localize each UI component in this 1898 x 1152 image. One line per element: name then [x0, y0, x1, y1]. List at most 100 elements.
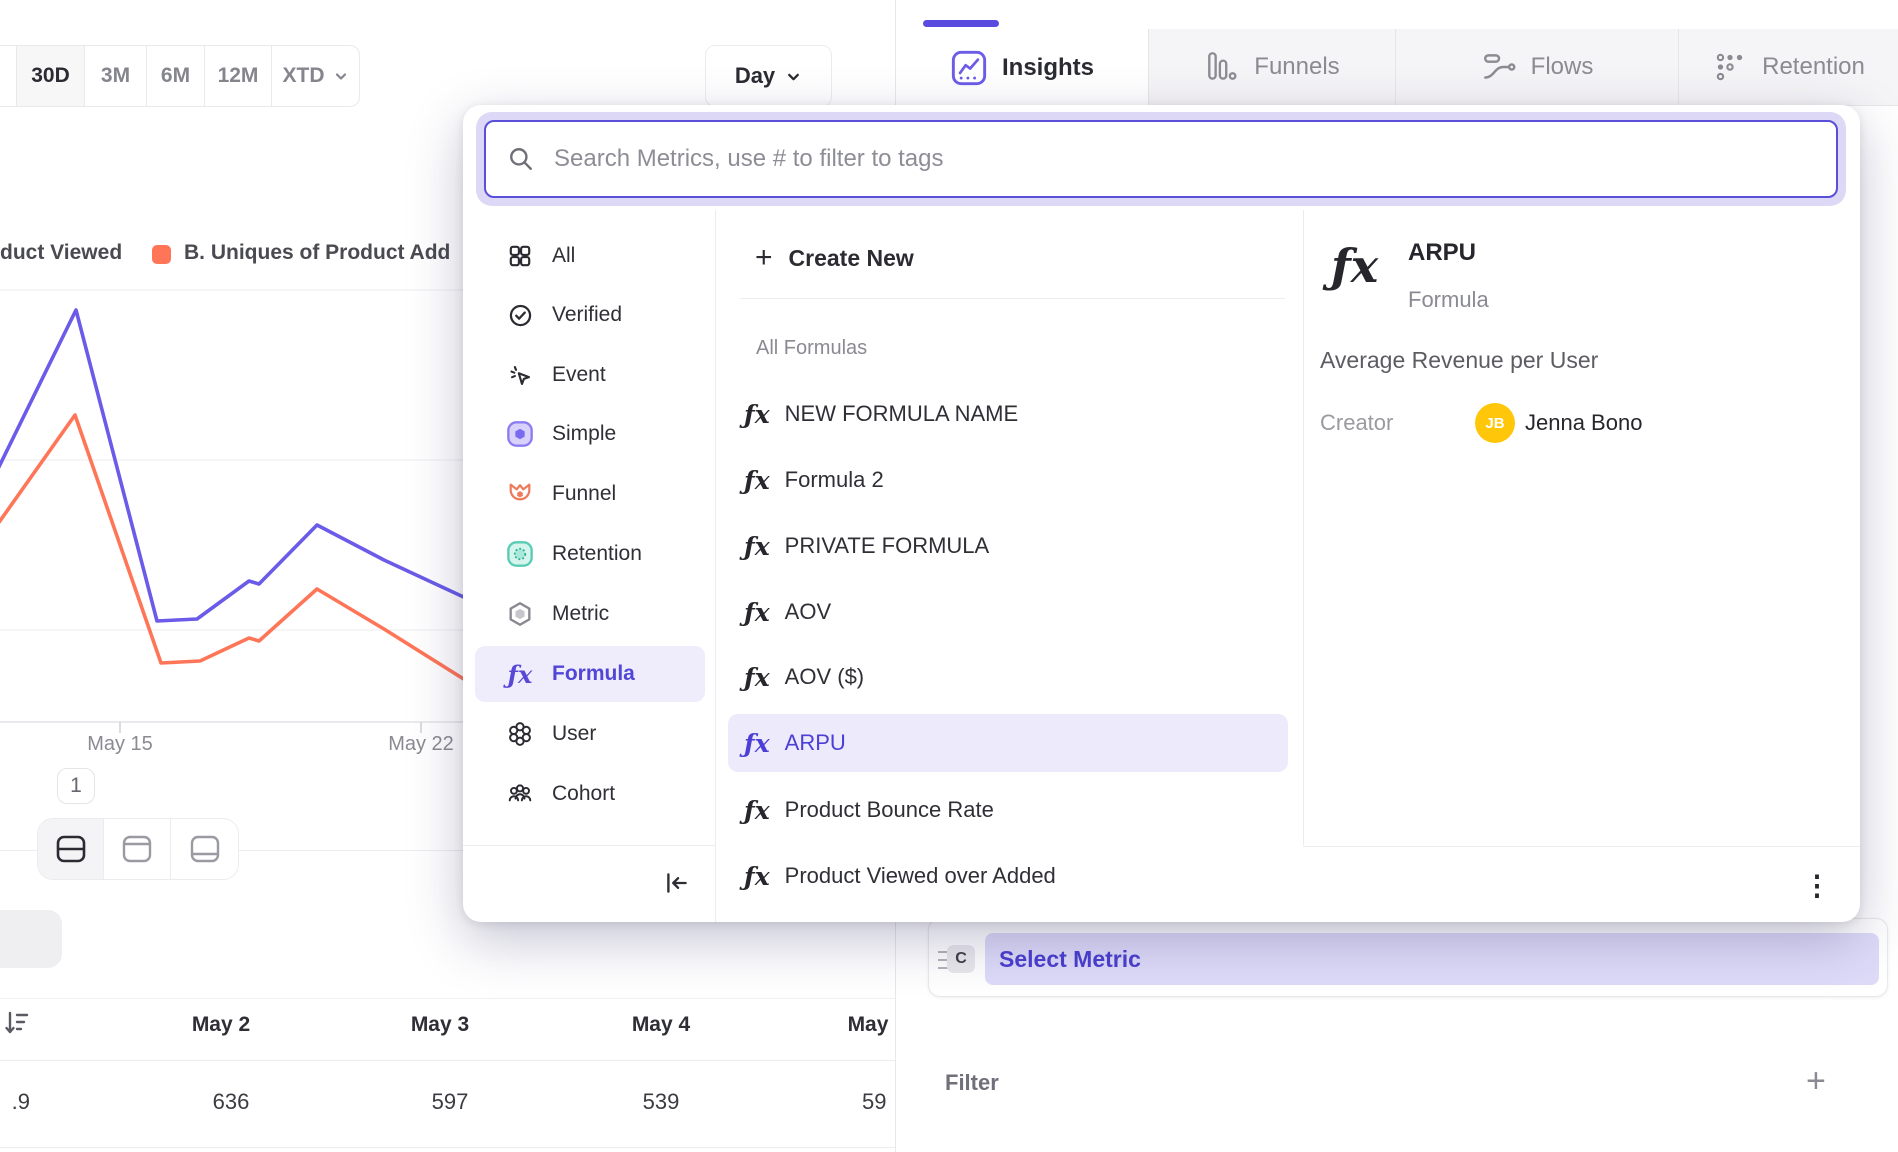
- retention-icon: [1716, 53, 1743, 81]
- formula-fx-icon: ƒx: [744, 662, 770, 692]
- table-cell: 597: [431, 1089, 469, 1114]
- series-line-purple[interactable]: [0, 308, 472, 623]
- formula-fx-icon: ƒx: [744, 861, 770, 891]
- active-nav-indicator: [923, 20, 999, 27]
- detail-type-label: Formula: [1408, 287, 1489, 312]
- sidebar-item-label: Simple: [552, 422, 617, 445]
- search-icon: [510, 148, 532, 170]
- x-tick-label: May 22: [388, 733, 454, 755]
- layout-split-rows-button[interactable]: [38, 819, 103, 879]
- formula-list-item[interactable]: ƒx AOV: [728, 583, 1288, 641]
- sidebar-item-formula[interactable]: ƒx Formula: [475, 646, 705, 702]
- sort-icon[interactable]: [4, 1008, 30, 1038]
- list-divider: [1303, 210, 1304, 845]
- sidebar-item-label: Funnel: [552, 482, 617, 505]
- sidebar-item-label: Retention: [552, 542, 642, 565]
- more-options-button[interactable]: ⋮: [1799, 865, 1835, 905]
- tab-funnels[interactable]: Funnels: [1148, 29, 1395, 106]
- table-divider: [0, 1147, 895, 1148]
- table-divider: [0, 1060, 895, 1061]
- add-filter-button[interactable]: +: [1806, 1062, 1826, 1100]
- user-cluster-icon: [505, 719, 535, 749]
- section-divider: [0, 850, 895, 851]
- formula-fx-icon: ƒx: [744, 597, 770, 627]
- sidebar-item-verified[interactable]: Verified: [475, 287, 705, 343]
- formula-list-item[interactable]: ƒx NEW FORMULA NAME: [728, 385, 1288, 443]
- filter-section-label: Filter: [945, 1070, 999, 1095]
- time-range-30d[interactable]: 30D: [16, 46, 84, 106]
- search-field[interactable]: [484, 120, 1838, 198]
- creator-avatar: JB: [1475, 403, 1515, 443]
- time-range-12m[interactable]: 12M: [204, 46, 271, 106]
- formula-list-item-selected[interactable]: ƒx ARPU: [728, 714, 1288, 772]
- collapse-sidebar-button[interactable]: [657, 863, 697, 903]
- sidebar-item-event[interactable]: Event: [475, 347, 705, 403]
- table-header-cell[interactable]: May: [847, 1013, 889, 1036]
- table-header-cell[interactable]: May 4: [631, 1013, 691, 1036]
- table-header-cell[interactable]: May 2: [191, 1013, 251, 1036]
- sidebar-item-label: User: [552, 722, 597, 745]
- tab-retention[interactable]: Retention: [1678, 29, 1898, 106]
- detail-title: ARPU: [1408, 239, 1477, 266]
- formula-name: PRIVATE FORMULA: [784, 533, 990, 558]
- formula-list-item[interactable]: ƒx Formula 2: [728, 451, 1288, 509]
- flows-icon: [1483, 54, 1516, 79]
- formula-list-item[interactable]: ƒx PRIVATE FORMULA: [728, 517, 1288, 575]
- formula-list-item[interactable]: ƒx Product Viewed over Added: [728, 847, 1288, 905]
- page-number-button[interactable]: 1: [57, 768, 95, 804]
- sidebar-item-user[interactable]: User: [475, 706, 705, 762]
- sidebar-item-label: Formula: [552, 662, 635, 685]
- sidebar-item-metric[interactable]: Metric: [475, 586, 705, 642]
- layout-top-panel-button[interactable]: [103, 819, 170, 879]
- search-input[interactable]: [552, 144, 1836, 174]
- series-tab-chip[interactable]: [0, 910, 62, 968]
- plus-icon: +: [755, 241, 773, 274]
- legend-item-b-label[interactable]: B. Uniques of Product Add: [184, 241, 451, 264]
- tab-label: Flows: [1530, 53, 1594, 80]
- verified-badge-icon: [505, 300, 535, 330]
- tab-label: Funnels: [1254, 53, 1340, 80]
- sidebar-item-funnel[interactable]: Funnel: [475, 466, 705, 522]
- granularity-dropdown[interactable]: Day: [705, 45, 832, 107]
- layout-bottom-panel-button[interactable]: [170, 819, 238, 879]
- granularity-label: Day: [734, 63, 776, 88]
- time-range-xtd[interactable]: XTD: [271, 46, 359, 106]
- select-metric-field[interactable]: [985, 933, 1879, 985]
- tab-label: Insights: [1001, 53, 1094, 81]
- sidebar-divider: [715, 210, 716, 922]
- table-header-cell[interactable]: May 3: [410, 1013, 470, 1036]
- sidebar-footer-divider: [463, 845, 715, 846]
- create-new-button[interactable]: + Create New: [755, 230, 914, 286]
- legend-item-a-label[interactable]: duct Viewed: [0, 241, 123, 264]
- time-range-partial[interactable]: [0, 46, 16, 106]
- metric-row-card: C Select Metric: [928, 918, 1888, 997]
- time-range-6m[interactable]: 6M: [146, 46, 204, 106]
- metric-picker-modal: All Verified Event Simple Funnel: [463, 105, 1860, 922]
- sidebar-item-cohort[interactable]: Cohort: [475, 766, 705, 822]
- view-tabs: Insights Funnels Flows: [896, 29, 1898, 106]
- formula-name: Product Bounce Rate: [784, 797, 994, 822]
- detail-description: Average Revenue per User: [1320, 347, 1599, 373]
- formula-fx-icon: ƒx: [507, 659, 533, 689]
- list-section-divider: [740, 298, 1285, 299]
- series-line-orange[interactable]: [0, 413, 472, 685]
- simple-metric-icon: [505, 419, 535, 449]
- create-new-label: Create New: [788, 244, 914, 271]
- tab-flows[interactable]: Flows: [1395, 29, 1678, 106]
- metric-letter-badge: C: [947, 945, 975, 973]
- chevron-down-icon: [788, 73, 800, 80]
- sidebar-item-label: Event: [552, 363, 606, 386]
- creator-name: Jenna Bono: [1525, 410, 1643, 435]
- sidebar-item-label: All: [552, 244, 576, 267]
- sidebar-item-retention[interactable]: Retention: [475, 526, 705, 582]
- formula-list-item[interactable]: ƒx Product Bounce Rate: [728, 781, 1288, 839]
- formula-list-item[interactable]: ƒx AOV ($): [728, 648, 1288, 706]
- sidebar-item-label: Metric: [552, 602, 610, 625]
- sidebar-item-simple[interactable]: Simple: [475, 406, 705, 462]
- tab-insights[interactable]: Insights: [896, 29, 1148, 106]
- sidebar-item-all[interactable]: All: [475, 228, 705, 284]
- table-cell: 59: [862, 1089, 887, 1114]
- time-range-3m[interactable]: 3M: [84, 46, 146, 106]
- select-metric-label[interactable]: Select Metric: [999, 946, 1141, 972]
